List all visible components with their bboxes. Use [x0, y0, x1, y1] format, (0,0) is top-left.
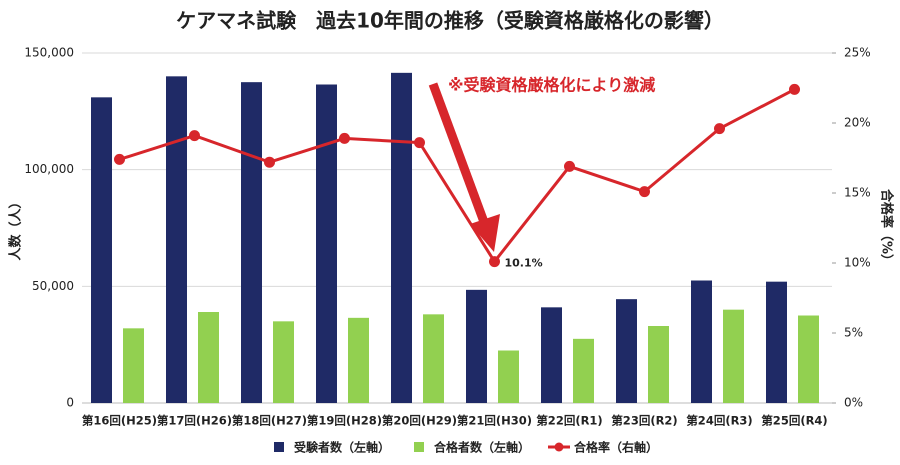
x-tick-label: 第23回(R2) — [611, 414, 677, 428]
bar — [766, 281, 787, 403]
bar — [166, 76, 187, 403]
y-tick-label: 100,000 — [24, 162, 74, 176]
x-tick-label: 第18回(H27) — [232, 414, 307, 428]
legend-label: 受験者数（左軸） — [294, 440, 390, 455]
y2-axis-label: 合格率（%） — [879, 189, 895, 267]
legend-swatch — [274, 442, 284, 452]
bar — [648, 326, 669, 403]
bar — [573, 338, 594, 403]
legend-swatch — [414, 442, 424, 452]
legend-label: 合格率（右軸） — [574, 440, 658, 455]
x-tick-label: 第24回(R3) — [686, 414, 752, 428]
x-tick-label: 第19回(H28) — [307, 414, 382, 428]
grid — [82, 52, 832, 404]
line-marker — [189, 130, 200, 142]
y-tick-label: 50,000 — [32, 279, 74, 293]
bar — [466, 289, 487, 403]
y-tick-label: 150,000 — [24, 46, 74, 60]
line-marker — [789, 83, 800, 95]
y2-tick-label: 15% — [844, 186, 871, 200]
bar — [541, 307, 562, 403]
legend-swatch — [554, 442, 564, 452]
x-tick-label: 第16回(H25) — [82, 414, 157, 428]
line-marker — [264, 156, 275, 168]
bar — [798, 315, 819, 403]
line-marker — [714, 123, 725, 135]
data-label: 10.1% — [505, 257, 543, 270]
bar — [123, 328, 144, 403]
line — [119, 88, 796, 265]
bar — [723, 309, 744, 403]
line-marker — [564, 160, 575, 172]
bar — [241, 82, 262, 404]
line-marker — [489, 256, 500, 268]
y2-tick-label: 0% — [844, 396, 863, 410]
x-tick-label: 第22回(R1) — [536, 414, 602, 428]
bar — [616, 299, 637, 403]
legend-label: 合格者数（左軸） — [434, 440, 530, 455]
line-marker — [339, 132, 350, 144]
y2-tick-label: 25% — [844, 46, 871, 60]
annotation: ※受験資格厳格化により激減 — [448, 76, 655, 95]
line-marker — [414, 137, 425, 149]
y2-tick-label: 20% — [844, 116, 871, 130]
bar — [391, 72, 412, 403]
y-axis-label: 人数（人） — [8, 195, 24, 260]
bar — [691, 280, 712, 403]
bar — [423, 314, 444, 403]
y-tick-label: 0 — [66, 396, 74, 410]
chart-title: ケアマネ試験 過去10年間の推移（受験資格厳格化の影響） — [176, 9, 724, 33]
bar — [91, 97, 112, 403]
line-marker — [639, 186, 650, 198]
bar — [348, 317, 369, 403]
annotation-arrow — [428, 82, 500, 252]
bar — [198, 312, 219, 403]
bar — [273, 321, 294, 403]
y2-tick-label: 5% — [844, 326, 863, 340]
bar — [498, 350, 519, 403]
y2-tick-label: 10% — [844, 256, 871, 270]
line-marker — [114, 153, 125, 165]
x-tick-label: 第17回(H26) — [157, 414, 232, 428]
x-tick-label: 第20回(H29) — [382, 414, 457, 428]
legend: 受験者数（左軸） 合格者数（左軸） 合格率（右軸） — [274, 440, 658, 455]
x-tick-label: 第21回(H30) — [457, 414, 532, 428]
bar — [316, 84, 337, 403]
x-tick-label: 第25回(R4) — [761, 414, 827, 428]
